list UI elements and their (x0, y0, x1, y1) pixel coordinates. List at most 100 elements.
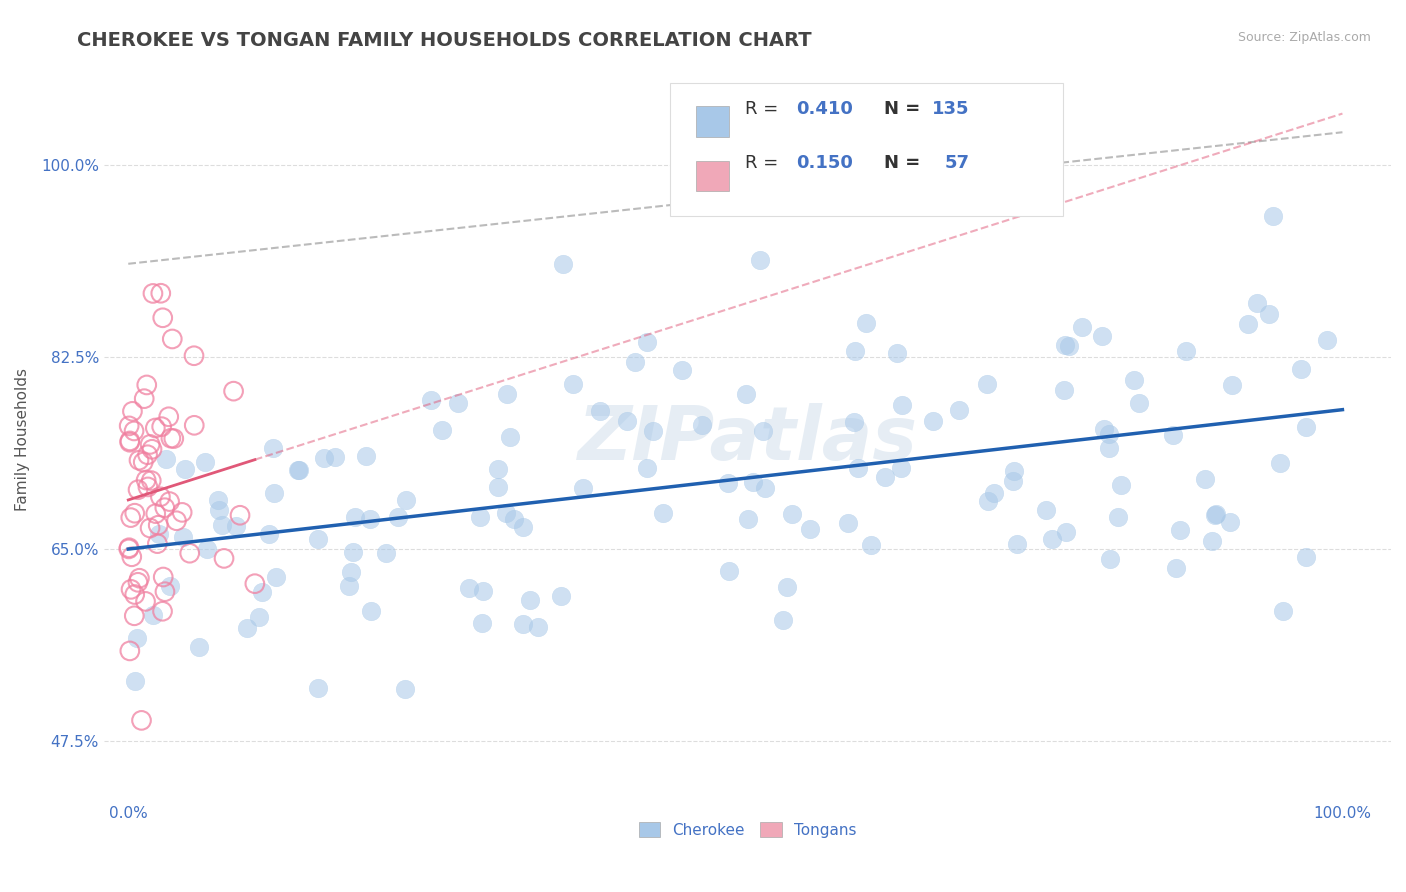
Point (855, 316, 877, 330)
Point (1204, 508, 1226, 523)
Point (983, 485, 1005, 500)
Point (135, 594, 157, 608)
Point (589, 404, 612, 418)
Point (307, 532, 329, 546)
Point (342, 545, 364, 559)
Point (124, 674, 146, 689)
Legend: Cherokee, Tongans: Cherokee, Tongans (633, 816, 862, 844)
Point (1166, 561, 1188, 575)
Point (163, 432, 186, 446)
Point (921, 414, 943, 428)
Point (194, 455, 217, 469)
Point (121, 549, 143, 564)
Point (166, 514, 188, 528)
Point (1054, 524, 1077, 539)
Point (263, 486, 285, 500)
Point (1128, 395, 1150, 409)
Point (343, 510, 366, 524)
Point (1270, 456, 1292, 470)
Point (512, 616, 534, 631)
Point (512, 520, 534, 534)
Point (948, 403, 970, 417)
Point (458, 581, 481, 595)
Point (717, 476, 740, 491)
Point (143, 421, 166, 435)
Point (890, 460, 912, 475)
Point (128, 453, 150, 467)
Point (152, 570, 174, 584)
Text: 57: 57 (945, 153, 969, 172)
Point (395, 493, 418, 508)
Point (718, 564, 741, 578)
Point (375, 546, 398, 560)
Point (1205, 507, 1227, 521)
Point (624, 354, 647, 368)
Point (1123, 373, 1146, 387)
Point (118, 541, 141, 555)
Text: 0.150: 0.150 (796, 153, 853, 172)
Point (149, 490, 172, 504)
Point (136, 448, 159, 462)
Point (977, 494, 1000, 508)
Point (139, 521, 162, 535)
Point (159, 494, 181, 508)
Point (127, 483, 149, 497)
Point (1002, 464, 1025, 478)
Point (1168, 524, 1191, 538)
Point (550, 589, 572, 603)
Point (776, 580, 799, 594)
Point (162, 332, 184, 346)
Point (1271, 605, 1294, 619)
Y-axis label: Family Households: Family Households (15, 368, 30, 510)
Point (323, 450, 346, 464)
Point (125, 631, 148, 645)
Point (118, 435, 141, 450)
Point (183, 349, 205, 363)
Point (503, 512, 526, 526)
Point (121, 404, 143, 418)
Point (124, 506, 146, 520)
Point (139, 437, 162, 451)
Point (886, 346, 908, 360)
Point (495, 386, 517, 401)
Point (146, 536, 169, 550)
Point (1098, 552, 1121, 566)
Point (754, 481, 776, 495)
Point (772, 614, 794, 628)
Point (152, 604, 174, 618)
Text: CHEROKEE VS TONGAN FAMILY HOUSEHOLDS CORRELATION CHART: CHEROKEE VS TONGAN FAMILY HOUSEHOLDS COR… (77, 31, 811, 50)
FancyBboxPatch shape (671, 82, 1063, 217)
Point (207, 493, 229, 508)
Point (153, 584, 176, 599)
Point (187, 640, 209, 655)
Point (1295, 419, 1317, 434)
Point (257, 527, 280, 541)
Point (150, 419, 173, 434)
FancyBboxPatch shape (696, 161, 730, 191)
Point (616, 414, 638, 428)
Point (225, 519, 247, 533)
Point (1258, 307, 1281, 321)
Point (157, 409, 180, 424)
Point (553, 257, 575, 271)
Point (337, 579, 360, 593)
Point (124, 588, 146, 602)
Point (250, 584, 273, 599)
Point (142, 286, 165, 301)
Point (122, 424, 145, 438)
Point (141, 442, 163, 457)
Point (1261, 209, 1284, 223)
Point (131, 714, 153, 728)
Point (247, 609, 270, 624)
Point (159, 579, 181, 593)
Point (447, 395, 470, 409)
Text: Source: ZipAtlas.com: Source: ZipAtlas.com (1237, 31, 1371, 45)
Point (1098, 442, 1121, 456)
Text: ZIPatlas: ZIPatlas (578, 402, 918, 475)
Point (179, 546, 201, 560)
Point (153, 500, 176, 515)
Point (212, 551, 235, 566)
Point (844, 344, 866, 359)
Point (1289, 362, 1312, 376)
Text: N =: N = (884, 100, 927, 118)
